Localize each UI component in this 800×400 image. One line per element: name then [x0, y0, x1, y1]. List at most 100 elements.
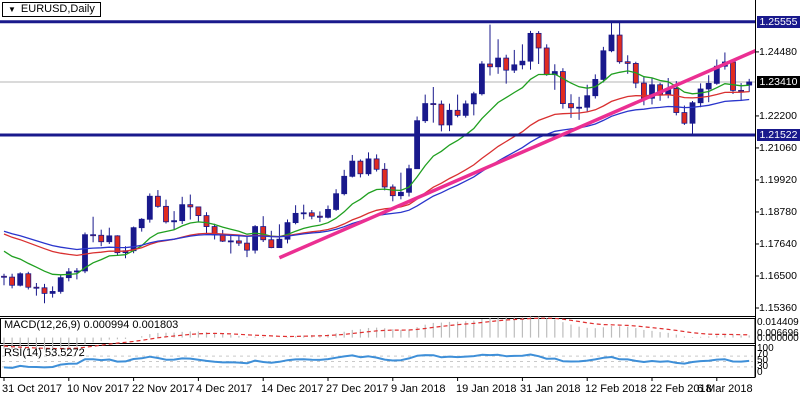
candle-up — [511, 49, 518, 73]
candle-body — [478, 63, 485, 95]
candle-down — [543, 44, 550, 76]
candle-down — [33, 283, 40, 296]
candle-up — [576, 96, 582, 120]
candle-up — [284, 219, 291, 244]
candle-body — [381, 168, 388, 188]
candle-down — [260, 216, 267, 243]
candle-up — [600, 46, 607, 83]
candle-down — [681, 105, 688, 125]
candle-body — [616, 34, 623, 63]
candle-body — [341, 175, 348, 195]
candle-up — [57, 274, 64, 294]
trendline[interactable] — [278, 49, 757, 260]
candle-body — [57, 277, 64, 292]
candle-up — [414, 116, 421, 170]
symbol-timeframe-box[interactable]: ▼ EURUSD,Daily — [2, 2, 101, 17]
candle-up — [171, 211, 178, 230]
candle-down — [616, 21, 623, 64]
candle-body — [397, 191, 404, 197]
candle-body — [179, 204, 186, 222]
symbol-timeframe-label: EURUSD,Daily — [20, 3, 95, 15]
candle-down — [25, 271, 32, 290]
candle-body — [430, 103, 437, 105]
candle-body — [106, 235, 113, 243]
macd-pane-border — [0, 318, 756, 344]
candle-down — [163, 199, 169, 224]
candle-up — [138, 218, 145, 232]
candle-up — [584, 84, 591, 112]
candle-up — [462, 100, 469, 118]
candle-down — [219, 229, 226, 243]
candle-body — [276, 238, 283, 249]
candle-body — [487, 63, 493, 68]
candle-body — [325, 209, 331, 218]
candle-down — [195, 206, 202, 222]
candle-up — [422, 94, 429, 123]
candle-body — [373, 158, 380, 170]
candle-body — [82, 234, 88, 272]
candle-body — [154, 195, 161, 207]
candle-body — [438, 103, 445, 126]
candle-body — [414, 120, 421, 170]
macd-histogram — [3, 316, 750, 350]
candle-body — [203, 215, 210, 227]
candle-down — [373, 154, 380, 172]
candle-body — [503, 57, 510, 71]
candle-body — [568, 103, 574, 109]
candle-body — [673, 88, 680, 113]
rsi-name: RSI(14) — [4, 347, 42, 359]
candle-body — [600, 50, 607, 80]
macd-name: MACD(12,26,9) — [4, 319, 81, 331]
candle-down — [41, 283, 48, 304]
candle-body — [114, 235, 121, 254]
candle-up — [349, 154, 356, 178]
candle-body — [454, 109, 461, 116]
candle-body — [195, 206, 202, 217]
candle-up — [17, 272, 24, 287]
candle-body — [560, 71, 566, 104]
candle-body — [624, 61, 631, 64]
candle-body — [308, 212, 315, 217]
candle-up — [705, 75, 712, 103]
candle-up — [49, 286, 56, 298]
candle-up — [608, 21, 615, 53]
candle-body — [284, 222, 291, 240]
macd-indicator-label: MACD(12,26,9) 0.000994 0.001803 — [4, 319, 178, 331]
candle-up — [551, 64, 558, 90]
candle-down — [316, 211, 323, 223]
candle-down — [389, 184, 396, 202]
dropdown-arrow-icon: ▼ — [8, 5, 16, 14]
candle-up — [333, 189, 340, 211]
candle-up — [722, 52, 728, 70]
candle-body — [268, 239, 275, 249]
candle-body — [316, 215, 323, 218]
rsi-value: 53.5272 — [44, 347, 85, 359]
candle-body — [300, 212, 307, 215]
candle-body — [17, 273, 24, 286]
candle-body — [41, 287, 48, 294]
ma-slow-blue — [3, 98, 750, 251]
candle-body — [252, 226, 259, 251]
ma-fast-green — [3, 70, 750, 276]
candle-down — [98, 229, 105, 247]
rsi-indicator-label: RSI(14) 53.5272 — [4, 347, 85, 359]
candle-up — [478, 61, 485, 96]
candle-body — [519, 60, 526, 66]
candle-body — [730, 61, 736, 91]
candle-body — [49, 291, 56, 294]
candle-down — [430, 87, 437, 123]
candle-body — [576, 106, 582, 109]
candle-body — [681, 112, 688, 124]
candle-body — [349, 160, 356, 177]
candle-body — [697, 88, 704, 104]
candle-up — [397, 172, 404, 200]
candle-up — [82, 232, 88, 274]
candles — [1, 21, 753, 304]
candle-down — [268, 230, 275, 249]
candle-down — [632, 61, 639, 89]
candle-down — [9, 273, 16, 289]
ma-mid-red — [3, 90, 750, 257]
candle-body — [527, 32, 534, 62]
